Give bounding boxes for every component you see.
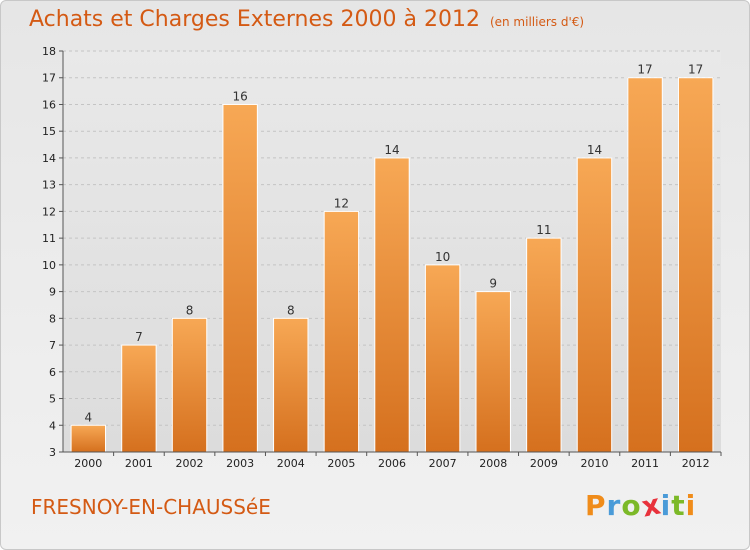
bar bbox=[374, 157, 410, 453]
bar-value-label: 17 bbox=[688, 63, 703, 77]
y-tick-label: 12 bbox=[42, 205, 56, 218]
bar-value-label: 8 bbox=[186, 303, 194, 317]
logo-letter: r bbox=[606, 489, 622, 522]
y-tick-label: 4 bbox=[49, 419, 56, 432]
bar-value-label: 9 bbox=[489, 277, 497, 291]
y-tick-label: 15 bbox=[42, 125, 56, 138]
x-tick-label: 2003 bbox=[226, 457, 254, 470]
y-tick-label: 14 bbox=[42, 152, 56, 165]
x-tick-label: 2010 bbox=[580, 457, 608, 470]
logo-letter: i bbox=[685, 489, 697, 522]
bar bbox=[526, 237, 562, 453]
x-tick-label: 2009 bbox=[530, 457, 558, 470]
x-axis: 2000 2001 2002 2003 2004 2005 2006 2007 2008 2009… bbox=[63, 451, 722, 470]
bar-value-label: 7 bbox=[135, 330, 143, 344]
x-tick-label: 2007 bbox=[429, 457, 457, 470]
y-tick-label: 5 bbox=[49, 393, 56, 406]
y-tick-label: 16 bbox=[42, 98, 56, 111]
bar-value-label: 17 bbox=[637, 63, 652, 77]
bar bbox=[576, 157, 613, 453]
bar-value-label: 12 bbox=[334, 196, 349, 210]
logo-letter: t bbox=[671, 489, 686, 522]
commune-name: FRESNOY-EN-CHAUSSéE bbox=[31, 495, 271, 519]
bar bbox=[475, 291, 511, 453]
bar bbox=[323, 210, 360, 453]
x-tick-label: 2011 bbox=[631, 457, 659, 470]
bar bbox=[677, 77, 714, 453]
x-tick-label: 2006 bbox=[378, 457, 406, 470]
y-tick-label: 6 bbox=[49, 366, 56, 379]
y-axis: 3 4 5 6 7 8 9 10 11 12 13 14 15 16 17 18 bbox=[42, 45, 64, 459]
bar bbox=[627, 77, 663, 453]
bar-value-label: 11 bbox=[536, 223, 551, 237]
y-tick-label: 18 bbox=[42, 45, 56, 58]
bar-value-label: 14 bbox=[587, 143, 602, 157]
y-tick-label: 10 bbox=[42, 259, 56, 272]
y-tick-label: 7 bbox=[49, 339, 56, 352]
bar-value-label: 10 bbox=[435, 250, 450, 264]
bar-value-label: 8 bbox=[287, 303, 295, 317]
x-tick-label: 2012 bbox=[682, 457, 710, 470]
y-tick-label: 8 bbox=[49, 312, 56, 325]
bar bbox=[121, 344, 157, 453]
bar bbox=[70, 424, 107, 453]
x-tick-label: 2001 bbox=[125, 457, 153, 470]
x-tick-label: 2002 bbox=[176, 457, 204, 470]
chart-unit: (en milliers d'€) bbox=[489, 15, 585, 29]
bar-value-label: 16 bbox=[233, 89, 248, 103]
x-tick-label: 2000 bbox=[74, 457, 102, 470]
chart-title: Achats et Charges Externes 2000 à 2012 (e… bbox=[29, 7, 584, 32]
bar bbox=[222, 103, 258, 453]
logo-letter: P bbox=[585, 489, 607, 522]
x-tick-label: 2008 bbox=[479, 457, 507, 470]
y-tick-label: 9 bbox=[49, 286, 56, 299]
x-tick-label: 2004 bbox=[277, 457, 305, 470]
bar-value-label: 4 bbox=[84, 410, 92, 424]
x-tick-label: 2005 bbox=[327, 457, 355, 470]
y-tick-label: 13 bbox=[42, 179, 56, 192]
y-tick-label: 3 bbox=[49, 446, 56, 459]
bar bbox=[424, 264, 461, 453]
bar bbox=[171, 317, 208, 453]
y-tick-label: 17 bbox=[42, 72, 56, 85]
bar-value-label: 14 bbox=[384, 143, 399, 157]
bars: 4 7 8 16 8 12 14 10 9 11 14 17 17 bbox=[70, 63, 714, 453]
proxiti-logo[interactable]: Proxiti bbox=[585, 487, 697, 523]
chart-title-text: Achats et Charges Externes 2000 à 2012 bbox=[29, 7, 480, 32]
y-tick-label: 11 bbox=[42, 232, 56, 245]
bar bbox=[273, 317, 309, 453]
logo-letter: o bbox=[621, 489, 642, 522]
logo-letter: i bbox=[660, 489, 672, 522]
